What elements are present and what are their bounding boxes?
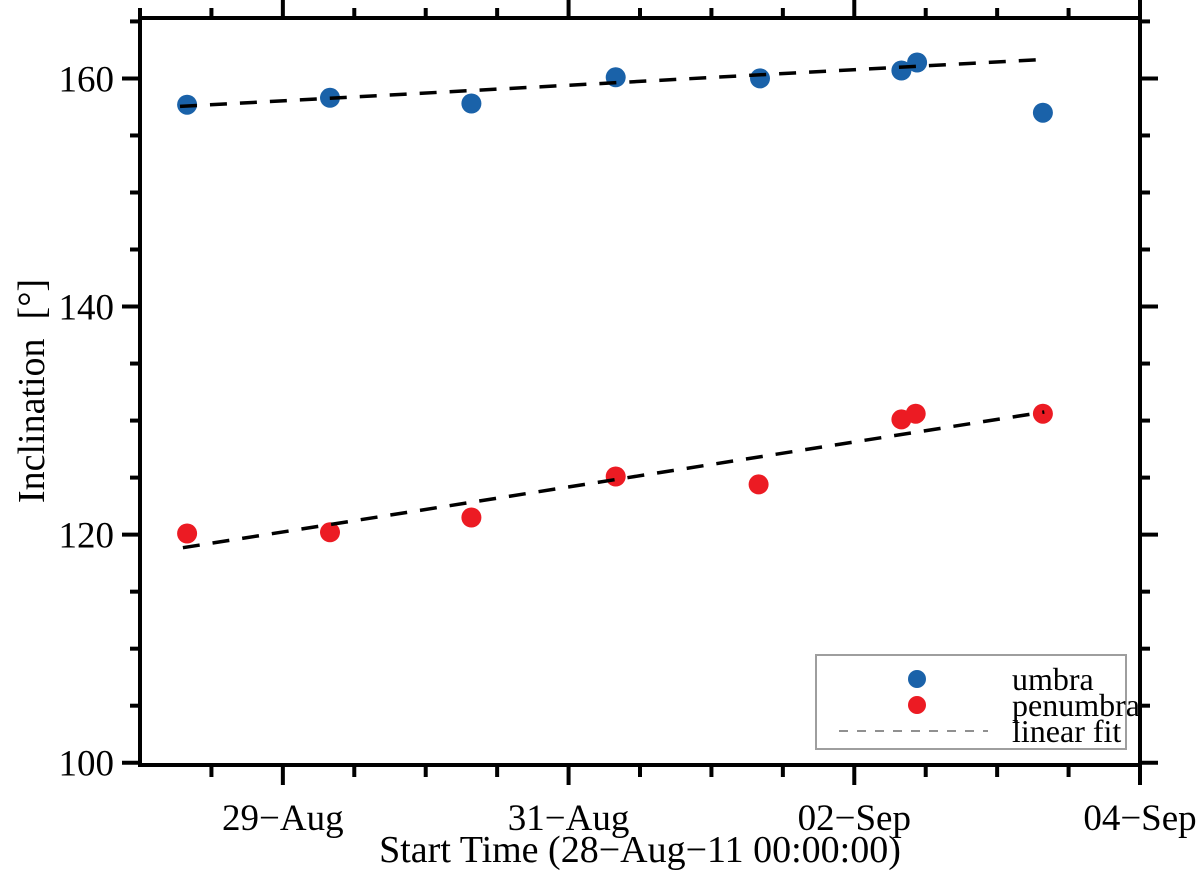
legend-label: linear fit	[1012, 713, 1121, 749]
penumbra-point	[748, 474, 769, 495]
umbra-point	[750, 68, 770, 89]
legend-penumbra-marker	[908, 696, 926, 714]
penumbra-point	[605, 466, 626, 487]
umbra-linear-fit	[179, 57, 1041, 109]
penumbra-point	[461, 507, 482, 528]
umbra-point	[1032, 102, 1053, 123]
umbra-point	[461, 93, 482, 114]
y-tick-label: 120	[59, 516, 115, 557]
penumbra-point	[320, 522, 340, 543]
y-tick-label: 160	[59, 59, 115, 100]
x-tick-label: 02−Sep	[798, 798, 911, 839]
penumbra-point	[177, 523, 198, 544]
legend-label: umbra	[1012, 661, 1094, 697]
legend-umbra-marker	[908, 670, 926, 688]
y-axis-title: Inclination [°]	[11, 279, 53, 503]
penumbra-linear-fit	[182, 410, 1045, 550]
x-tick-label: 29−Aug	[222, 798, 344, 839]
x-tick-label: 04−Sep	[1083, 798, 1196, 839]
x-axis-title: Start Time (28−Aug−11 00:00:00)	[379, 829, 901, 871]
y-tick-label: 140	[59, 288, 115, 329]
legend-box	[815, 654, 1127, 750]
y-tick-label: 100	[59, 744, 115, 785]
penumbra-point	[905, 403, 926, 424]
plot-border	[138, 16, 1142, 767]
x-tick-label: 31−Aug	[508, 798, 630, 839]
legend-label: penumbra	[1012, 687, 1140, 723]
umbra-point	[907, 52, 928, 73]
